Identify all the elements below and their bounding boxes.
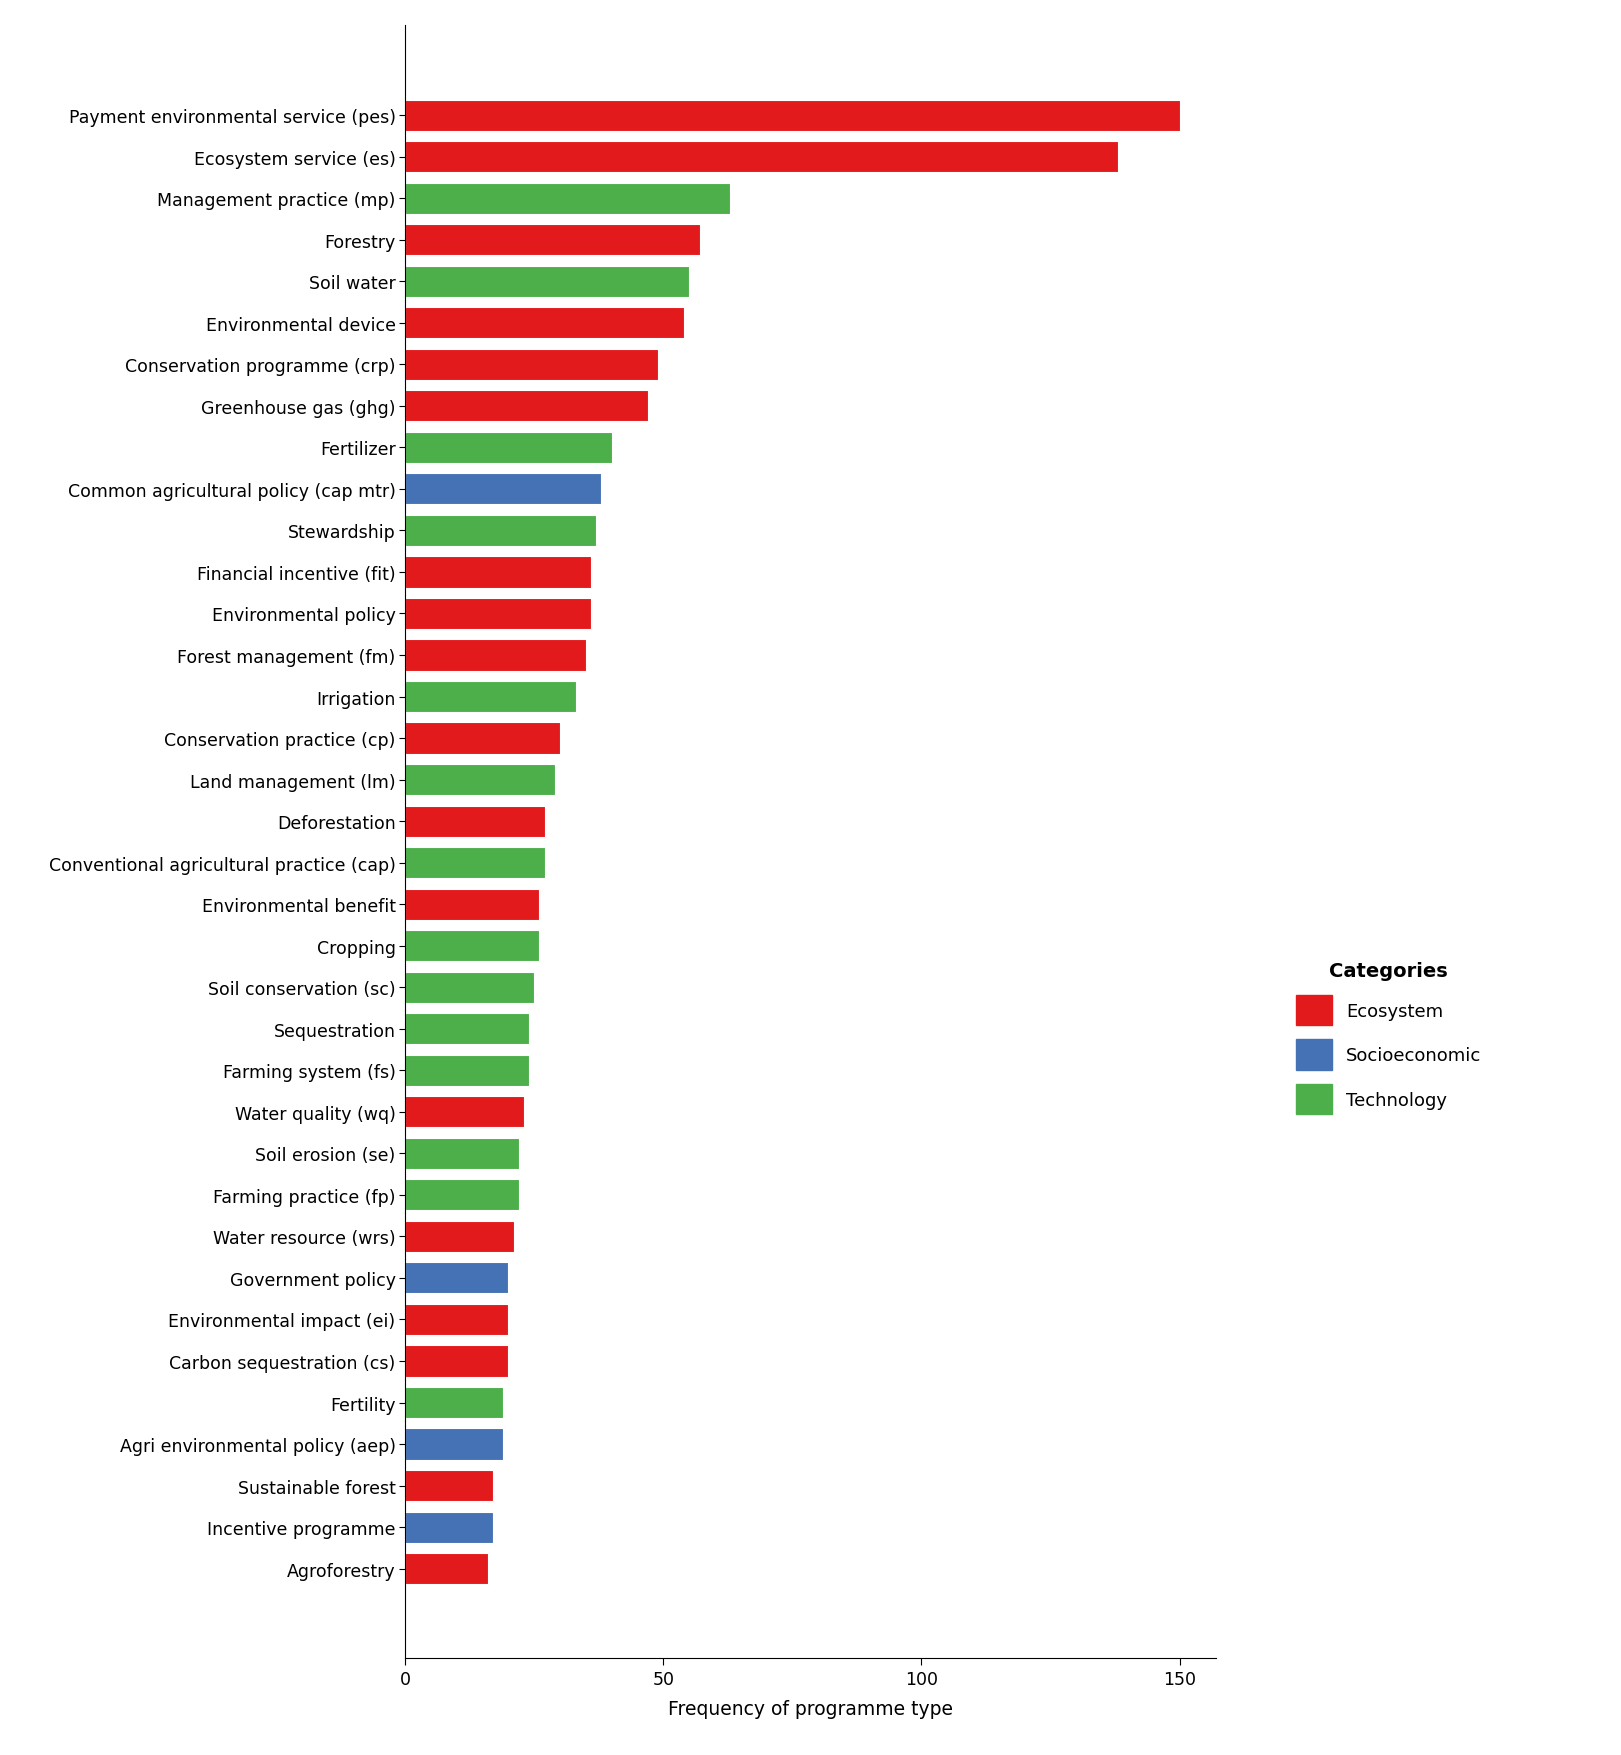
Bar — [405, 806, 545, 837]
Bar — [405, 1429, 504, 1460]
Bar — [405, 309, 684, 339]
Bar — [405, 142, 1117, 174]
Bar — [405, 598, 592, 630]
Bar — [405, 516, 597, 548]
Bar — [405, 1137, 519, 1169]
Bar — [405, 556, 592, 588]
Bar — [405, 1553, 488, 1585]
Bar — [405, 1386, 504, 1418]
Bar — [405, 972, 535, 1004]
X-axis label: Frequency of programme type: Frequency of programme type — [668, 1699, 953, 1718]
Bar — [405, 1471, 493, 1501]
Bar — [405, 225, 700, 256]
Bar — [405, 1511, 493, 1543]
Bar — [405, 474, 601, 505]
Bar — [405, 267, 689, 298]
Legend: Ecosystem, Socioeconomic, Technology: Ecosystem, Socioeconomic, Technology — [1287, 953, 1490, 1123]
Bar — [405, 1097, 524, 1128]
Bar — [405, 184, 731, 214]
Bar — [405, 765, 554, 795]
Bar — [405, 848, 545, 879]
Bar — [405, 1055, 528, 1086]
Bar — [405, 890, 540, 920]
Bar — [405, 641, 585, 670]
Bar — [405, 1304, 509, 1336]
Bar — [405, 349, 658, 381]
Bar — [405, 723, 561, 755]
Bar — [405, 1179, 519, 1211]
Bar — [405, 930, 540, 962]
Bar — [405, 432, 611, 463]
Bar — [405, 1221, 514, 1253]
Bar — [405, 681, 575, 713]
Bar — [405, 1014, 528, 1044]
Bar — [405, 1346, 509, 1376]
Bar — [405, 100, 1180, 132]
Bar — [405, 1262, 509, 1293]
Bar — [405, 391, 648, 423]
